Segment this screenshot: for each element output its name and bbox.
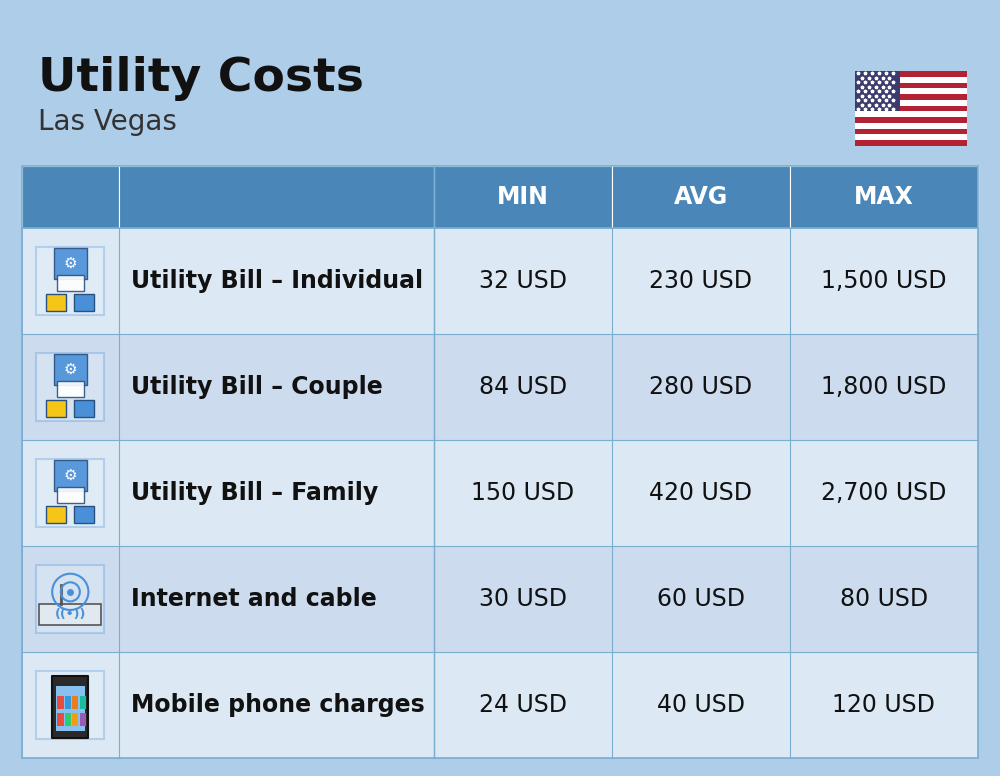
Text: 30 USD: 30 USD — [479, 587, 567, 611]
Bar — [22, 166, 978, 758]
Bar — [22, 440, 978, 546]
Bar — [57, 275, 84, 292]
Bar — [72, 713, 78, 726]
Bar — [39, 604, 101, 625]
Bar — [855, 71, 900, 112]
Bar — [57, 696, 64, 709]
Text: MAX: MAX — [854, 185, 914, 209]
Bar — [80, 713, 86, 726]
Bar — [434, 166, 612, 228]
Text: 2,700 USD: 2,700 USD — [821, 481, 947, 505]
Bar — [52, 677, 88, 739]
Bar — [855, 106, 967, 112]
Text: Utility Bill – Couple: Utility Bill – Couple — [131, 375, 382, 399]
Bar — [65, 713, 71, 726]
Text: Las Vegas: Las Vegas — [38, 108, 177, 136]
Bar — [74, 506, 94, 522]
Text: Utility Costs: Utility Costs — [38, 56, 364, 101]
Bar — [22, 334, 978, 440]
Bar — [46, 294, 66, 310]
Text: Mobile phone charges: Mobile phone charges — [131, 693, 424, 717]
Bar — [855, 71, 967, 146]
Bar — [855, 94, 967, 100]
Bar — [855, 82, 967, 88]
Text: 230 USD: 230 USD — [649, 269, 752, 293]
Bar — [855, 140, 967, 146]
Text: 420 USD: 420 USD — [649, 481, 752, 505]
Bar — [612, 166, 790, 228]
Bar — [36, 671, 104, 739]
Text: 150 USD: 150 USD — [471, 481, 574, 505]
Bar — [119, 166, 434, 228]
Text: 40 USD: 40 USD — [657, 693, 745, 717]
Bar — [22, 546, 978, 652]
Text: 32 USD: 32 USD — [479, 269, 567, 293]
Bar — [855, 117, 967, 123]
Bar — [36, 459, 104, 527]
Text: 1,800 USD: 1,800 USD — [821, 375, 947, 399]
Text: ⚙: ⚙ — [63, 362, 77, 376]
Bar — [855, 71, 967, 77]
Bar — [65, 696, 71, 709]
Bar — [72, 696, 78, 709]
Bar — [855, 129, 967, 134]
Bar — [57, 381, 84, 397]
Text: 80 USD: 80 USD — [840, 587, 928, 611]
Bar — [22, 166, 119, 228]
Text: Internet and cable: Internet and cable — [131, 587, 376, 611]
Text: AVG: AVG — [674, 185, 728, 209]
Text: 280 USD: 280 USD — [649, 375, 752, 399]
Bar — [56, 686, 85, 731]
Bar — [74, 400, 94, 417]
Bar — [54, 354, 87, 385]
Bar — [46, 400, 66, 417]
Bar — [22, 652, 978, 758]
Bar — [22, 228, 978, 334]
Bar — [54, 459, 87, 490]
Bar — [57, 713, 64, 726]
Text: ((•)): ((•)) — [55, 608, 86, 621]
Text: MIN: MIN — [497, 185, 549, 209]
Text: 120 USD: 120 USD — [832, 693, 935, 717]
Bar — [36, 248, 104, 315]
Text: 60 USD: 60 USD — [657, 587, 745, 611]
Bar — [80, 696, 86, 709]
Text: 1,500 USD: 1,500 USD — [821, 269, 947, 293]
Bar — [790, 166, 978, 228]
Text: Utility Bill – Individual: Utility Bill – Individual — [131, 269, 423, 293]
Bar — [36, 565, 104, 632]
Bar — [46, 506, 66, 522]
Text: 84 USD: 84 USD — [479, 375, 567, 399]
Text: Utility Bill – Family: Utility Bill – Family — [131, 481, 378, 505]
Bar — [36, 353, 104, 421]
Bar — [74, 294, 94, 310]
Bar — [54, 248, 87, 279]
Bar — [57, 487, 84, 504]
Text: 24 USD: 24 USD — [479, 693, 567, 717]
Text: ⚙: ⚙ — [63, 467, 77, 483]
Text: ⚙: ⚙ — [63, 255, 77, 270]
